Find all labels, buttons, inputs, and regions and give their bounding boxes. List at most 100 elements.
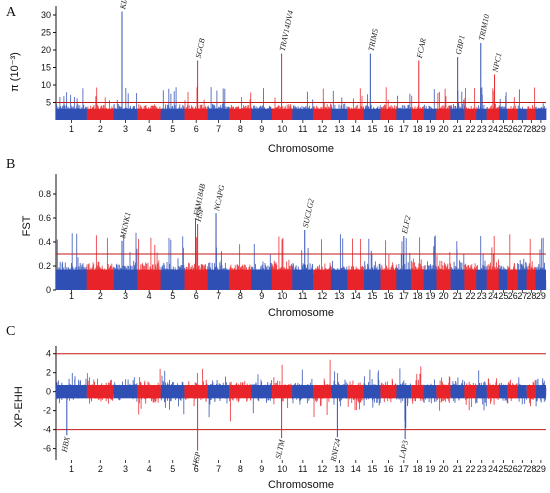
chromosome-core bbox=[56, 385, 87, 399]
chromosome-20-marks bbox=[436, 376, 452, 411]
x-tick-label: 11 bbox=[298, 464, 307, 474]
chromosome-core bbox=[380, 108, 397, 120]
x-tick-label: 4 bbox=[147, 124, 152, 134]
x-tick-label: 8 bbox=[238, 464, 243, 474]
panel-c-letter: C bbox=[6, 324, 15, 339]
chromosome-23-marks bbox=[476, 236, 488, 290]
chromosome-core bbox=[229, 108, 252, 120]
chromosome-13-marks bbox=[330, 234, 348, 290]
chromosome-core bbox=[476, 108, 487, 120]
chromosome-27-marks bbox=[517, 377, 528, 405]
chromosome-1-marks bbox=[55, 373, 87, 404]
x-tick-label: 5 bbox=[170, 464, 175, 474]
x-tick-label: 13 bbox=[334, 124, 344, 134]
chromosome-core bbox=[113, 385, 138, 399]
chromosome-18-marks bbox=[410, 237, 425, 290]
chromosome-core bbox=[86, 269, 114, 290]
chromosome-core bbox=[526, 108, 536, 120]
chromosome-17-marks bbox=[396, 93, 412, 120]
chromosome-26-marks bbox=[507, 379, 519, 404]
chromosome-29-marks bbox=[535, 103, 547, 120]
x-tick-label: 18 bbox=[413, 124, 423, 134]
chromosome-16-marks bbox=[380, 240, 397, 290]
gene-label: FAM184B bbox=[191, 183, 207, 218]
chromosome-13-marks bbox=[330, 90, 348, 120]
chromosome-28-marks bbox=[526, 87, 537, 120]
x-tick-label: 25 bbox=[498, 464, 508, 474]
gene-label: TRAV14DV4 bbox=[278, 10, 295, 52]
x-tick-label: 13 bbox=[334, 464, 344, 474]
x-tick-label: 16 bbox=[384, 291, 394, 301]
x-tick-label: 15 bbox=[367, 464, 377, 474]
gene-label: SLTM bbox=[274, 437, 287, 459]
x-tick-label: 28 bbox=[526, 464, 536, 474]
x-tick-label: 5 bbox=[170, 291, 175, 301]
y-tick-label: 5 bbox=[46, 98, 51, 108]
panel-c-ylabel: XP-EHH bbox=[13, 386, 25, 428]
chromosome-23-marks bbox=[476, 87, 488, 120]
gene-label: NCAPG bbox=[212, 184, 227, 213]
x-tick-label: 5 bbox=[170, 124, 175, 134]
chromosome-core bbox=[137, 385, 161, 399]
gene-label: LAP3 bbox=[397, 440, 410, 461]
chromosome-core bbox=[313, 108, 332, 120]
x-tick-label: 21 bbox=[453, 291, 463, 301]
x-tick-label: 1 bbox=[69, 291, 74, 301]
x-tick-label: 1 bbox=[69, 124, 74, 134]
chromosome-core bbox=[86, 385, 114, 399]
x-tick-label: 7 bbox=[216, 124, 221, 134]
chromosome-6-marks bbox=[184, 87, 208, 120]
y-tick-label: 0.4 bbox=[38, 237, 51, 247]
x-tick-label: 4 bbox=[147, 291, 152, 301]
x-tick-label: 9 bbox=[259, 464, 264, 474]
chromosome-25-marks bbox=[498, 382, 508, 403]
chromosome-core bbox=[160, 108, 185, 120]
chromosome-25-marks bbox=[498, 264, 508, 290]
x-tick-label: 24 bbox=[488, 464, 498, 474]
chromosome-core bbox=[184, 108, 208, 120]
chromosome-21-marks bbox=[450, 377, 465, 403]
chromosome-24-marks bbox=[486, 378, 500, 405]
x-tick-label: 14 bbox=[351, 291, 361, 301]
x-tick-label: 15 bbox=[367, 124, 377, 134]
x-tick-label: 26 bbox=[508, 464, 518, 474]
chromosome-5-marks bbox=[160, 370, 185, 415]
chromosome-2-marks bbox=[86, 235, 114, 290]
y-tick-label: -4 bbox=[43, 425, 51, 435]
chromosome-core bbox=[526, 269, 536, 290]
chromosome-20-marks bbox=[436, 252, 451, 290]
x-tick-label: 4 bbox=[147, 464, 152, 474]
chromosome-core bbox=[450, 385, 465, 399]
chromosome-15-marks bbox=[363, 238, 381, 290]
chromosome-core bbox=[507, 269, 518, 290]
chromosome-13-marks bbox=[330, 371, 348, 407]
chromosome-3-marks bbox=[113, 87, 138, 120]
chromosome-core bbox=[56, 108, 87, 120]
chromosome-core bbox=[517, 108, 527, 120]
x-tick-label: 22 bbox=[466, 464, 476, 474]
chromosome-core bbox=[137, 108, 161, 120]
x-tick-label: 10 bbox=[277, 464, 287, 474]
chromosome-core bbox=[184, 385, 208, 399]
chromosome-core bbox=[499, 108, 508, 120]
x-tick-label: 1 bbox=[69, 464, 74, 474]
x-tick-label: 14 bbox=[351, 124, 361, 134]
chromosome-26-marks bbox=[507, 97, 518, 120]
x-tick-label: 12 bbox=[317, 464, 327, 474]
chromosome-22-marks bbox=[464, 381, 477, 411]
gene-label: KIAT3 bbox=[118, 0, 131, 11]
chromosome-core bbox=[272, 385, 293, 399]
x-tick-label: 16 bbox=[384, 124, 394, 134]
chromosome-core bbox=[436, 269, 451, 290]
y-tick-label: 0.6 bbox=[38, 213, 51, 223]
x-tick-label: 18 bbox=[413, 291, 423, 301]
chromosome-11-marks bbox=[292, 369, 314, 405]
chromosome-18-marks bbox=[411, 366, 425, 404]
x-tick-label: 23 bbox=[477, 464, 487, 474]
chromosome-22-marks bbox=[464, 263, 477, 290]
x-tick-label: 6 bbox=[194, 124, 199, 134]
chromosome-core bbox=[464, 108, 477, 120]
x-tick-label: 10 bbox=[277, 291, 287, 301]
chromosome-10-marks bbox=[271, 97, 293, 120]
